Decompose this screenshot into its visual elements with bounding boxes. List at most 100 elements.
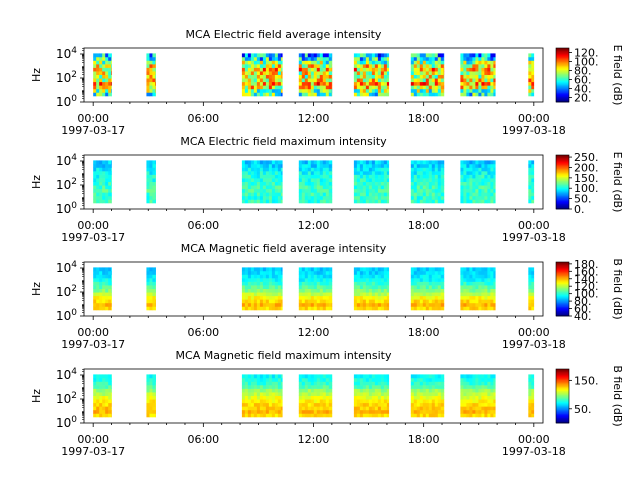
spectrogram-cell bbox=[301, 267, 306, 272]
spectrogram-cell bbox=[472, 185, 476, 190]
spectrogram-cell bbox=[475, 195, 479, 200]
spectrogram-cell bbox=[149, 295, 153, 300]
spectrogram-cell bbox=[419, 377, 424, 382]
spectrogram-cell bbox=[298, 171, 303, 175]
colorbar-segment bbox=[556, 379, 569, 382]
spectrogram-cell bbox=[460, 295, 464, 300]
colorbar-segment bbox=[556, 398, 569, 401]
spectrogram-cell bbox=[531, 306, 535, 311]
spectrogram-cell bbox=[301, 171, 306, 175]
spectrogram-cell bbox=[307, 306, 312, 311]
spectrogram-cell bbox=[386, 160, 390, 165]
colorbar-segment bbox=[556, 383, 569, 386]
spectrogram-cell bbox=[259, 381, 264, 386]
spectrogram-cell bbox=[96, 374, 100, 379]
spectrogram-cell bbox=[319, 192, 324, 197]
spectrogram-cell bbox=[247, 388, 252, 393]
spectrogram-cell bbox=[241, 71, 246, 75]
spectrogram-cell bbox=[280, 81, 283, 86]
colorbar-label: B field (dB) bbox=[611, 365, 624, 426]
spectrogram-cell bbox=[478, 285, 482, 289]
spectrogram-cell bbox=[371, 178, 376, 182]
spectrogram-cell bbox=[256, 195, 261, 200]
spectrogram-cell bbox=[368, 385, 373, 389]
spectrogram-cell bbox=[99, 195, 103, 200]
spectrogram-cell bbox=[298, 160, 303, 165]
x-tick-label: 12:00 bbox=[298, 219, 330, 232]
spectrogram-cell bbox=[362, 388, 367, 393]
spectrogram-cell bbox=[416, 395, 421, 400]
spectrogram-cell bbox=[256, 178, 261, 182]
spectrogram-cell bbox=[377, 74, 382, 79]
spectrogram-cell bbox=[319, 174, 324, 179]
spectrogram-cell bbox=[111, 299, 112, 304]
spectrogram-cell bbox=[152, 71, 156, 75]
spectrogram-cell bbox=[472, 306, 476, 311]
spectrogram-cell bbox=[256, 374, 261, 379]
spectrogram-cell bbox=[274, 81, 279, 86]
spectrogram-cell bbox=[437, 413, 442, 418]
spectrogram-cell bbox=[377, 381, 382, 386]
spectrogram-cell bbox=[413, 385, 418, 389]
spectrogram-cell bbox=[425, 192, 430, 197]
spectrogram-cell bbox=[386, 374, 390, 379]
spectrogram-cell bbox=[371, 288, 376, 293]
spectrogram-cell bbox=[365, 195, 370, 200]
colorbar-segment bbox=[556, 396, 569, 398]
spectrogram-cell bbox=[428, 388, 433, 393]
spectrogram-cell bbox=[96, 195, 100, 200]
spectrogram-cell bbox=[268, 392, 273, 396]
spectrogram-cell bbox=[493, 274, 496, 279]
spectrogram-cell bbox=[365, 278, 370, 282]
spectrogram-cell bbox=[422, 281, 427, 286]
spectrogram-cell bbox=[152, 292, 156, 297]
spectrogram-cell bbox=[146, 188, 150, 193]
colorbar-segment bbox=[556, 314, 569, 317]
spectrogram-cell bbox=[377, 388, 382, 393]
spectrogram-cell bbox=[377, 385, 382, 389]
spectrogram-cell bbox=[247, 274, 252, 279]
spectrogram-cell bbox=[487, 278, 491, 282]
spectrogram-cell bbox=[277, 167, 282, 172]
spectrogram-cell bbox=[362, 274, 367, 279]
spectrogram-cell bbox=[328, 195, 333, 200]
spectrogram-cell bbox=[460, 167, 464, 172]
spectrogram-cell bbox=[528, 292, 532, 297]
spectrogram-cell bbox=[425, 406, 430, 411]
spectrogram-cell bbox=[413, 74, 418, 79]
colorbar-segment bbox=[556, 404, 569, 406]
spectrogram-cell bbox=[359, 171, 364, 175]
spectrogram-cell bbox=[310, 299, 315, 304]
spectrogram-cell bbox=[431, 285, 436, 289]
spectrogram-cell bbox=[531, 299, 535, 304]
spectrogram-cell bbox=[244, 71, 249, 75]
spectrogram-cell bbox=[371, 377, 376, 382]
spectrogram-cell bbox=[419, 274, 424, 279]
spectrogram-cell bbox=[359, 402, 364, 407]
spectrogram-cell bbox=[460, 192, 464, 197]
spectrogram-cell bbox=[469, 88, 473, 93]
spectrogram-cell bbox=[244, 299, 249, 304]
spectrogram-cell bbox=[440, 409, 445, 414]
spectrogram-cell bbox=[111, 377, 112, 382]
spectrogram-cell bbox=[328, 406, 333, 411]
spectrogram-cell bbox=[277, 81, 282, 86]
spectrogram-cell bbox=[265, 413, 270, 418]
spectrogram-cell bbox=[472, 178, 476, 182]
spectrogram-cell bbox=[490, 92, 494, 97]
spectrogram-cell bbox=[319, 385, 324, 389]
spectrogram-cell bbox=[259, 413, 264, 418]
spectrogram-cell bbox=[365, 267, 370, 272]
spectrogram-cell bbox=[419, 74, 424, 79]
spectrogram-cell bbox=[469, 374, 473, 379]
spectrogram-cell bbox=[359, 267, 364, 272]
spectrogram-cell bbox=[247, 381, 252, 386]
spectrogram-cell bbox=[419, 174, 424, 179]
spectrogram-cell bbox=[362, 295, 367, 300]
spectrogram-cell bbox=[431, 278, 436, 282]
colorbar-segment bbox=[556, 284, 569, 287]
spectrogram-cell bbox=[410, 292, 415, 297]
colorbar-segment bbox=[556, 375, 569, 378]
spectrogram-cell bbox=[274, 409, 279, 414]
spectrogram-cell bbox=[96, 185, 100, 190]
